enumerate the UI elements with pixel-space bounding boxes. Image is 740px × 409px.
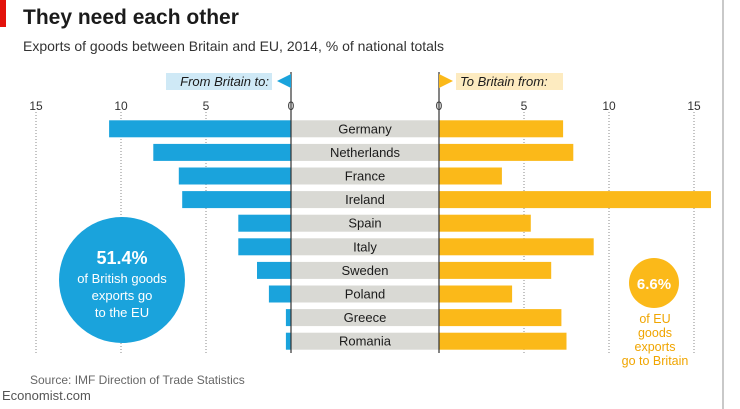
bar-to-britain (439, 167, 502, 185)
country-label-band (291, 120, 439, 138)
right-tick-label: 10 (602, 99, 616, 113)
country-label: France (345, 169, 385, 184)
right-annotation-text: exports (635, 340, 676, 354)
country-label: Italy (353, 239, 377, 254)
bar-to-britain (439, 120, 564, 138)
bar-from-britain (178, 167, 291, 185)
country-label: Romania (339, 334, 392, 349)
source-note: Source: IMF Direction of Trade Statistic… (30, 373, 245, 387)
chart-frame: They need each other Exports of goods be… (0, 0, 724, 409)
right-annotation-value: 6.6% (637, 276, 671, 293)
right-flag-icon (439, 74, 453, 88)
right-series-label-bg (456, 73, 563, 90)
bar-to-britain (439, 261, 552, 279)
bar-from-britain (109, 120, 291, 138)
right-tick-label: 15 (687, 99, 701, 113)
red-accent-bar (0, 0, 6, 27)
country-label-band (291, 261, 439, 279)
country-label-band (291, 167, 439, 185)
bar-from-britain (285, 332, 291, 350)
country-label-band (291, 285, 439, 303)
bar-to-britain (439, 191, 711, 209)
country-label-band (291, 191, 439, 209)
left-tick-label: 5 (203, 99, 210, 113)
left-annotation-text: of British goods (77, 271, 167, 286)
left-annotation-circle (59, 217, 185, 343)
left-flag-icon (277, 74, 291, 88)
right-annotation-circle (629, 258, 679, 308)
bar-from-britain (153, 143, 291, 161)
right-annotation-text: goods (638, 326, 672, 340)
right-series-label: To Britain from: (460, 74, 548, 89)
chart-title: They need each other (23, 6, 239, 29)
country-label-band (291, 214, 439, 232)
bar-from-britain (285, 309, 291, 327)
country-label: Germany (338, 121, 392, 136)
bar-to-britain (439, 214, 531, 232)
country-label: Sweden (342, 263, 389, 278)
country-label-band (291, 309, 439, 327)
chart-svg: 151050051015From Britain to:To Britain f… (29, 72, 711, 368)
bar-from-britain (238, 238, 291, 256)
left-annotation-value: 51.4% (96, 248, 147, 268)
left-tick-label: 15 (29, 99, 43, 113)
left-series-label-bg (166, 73, 272, 90)
bar-to-britain (439, 309, 562, 327)
bar-from-britain (257, 261, 291, 279)
country-label: Ireland (345, 192, 385, 207)
bar-to-britain (439, 332, 567, 350)
country-label: Spain (348, 216, 381, 231)
country-label-band (291, 332, 439, 350)
country-label-band (291, 143, 439, 161)
bar-from-britain (238, 214, 291, 232)
bar-from-britain (182, 191, 291, 209)
country-label: Poland (345, 287, 385, 302)
country-label-band (291, 238, 439, 256)
left-tick-label: 10 (114, 99, 128, 113)
country-label: Greece (344, 310, 387, 325)
bar-to-britain (439, 238, 594, 256)
right-annotation-text: go to Britain (622, 354, 689, 368)
right-tick-label: 5 (521, 99, 528, 113)
right-annotation-text: of EU (639, 312, 670, 326)
bar-to-britain (439, 285, 513, 303)
bar-from-britain (268, 285, 291, 303)
left-annotation-text: exports go (92, 288, 153, 303)
country-label: Netherlands (330, 145, 401, 160)
bar-to-britain (439, 143, 574, 161)
left-series-label: From Britain to: (180, 74, 269, 89)
left-annotation-text: to the EU (95, 305, 149, 320)
chart-subtitle: Exports of goods between Britain and EU,… (23, 38, 445, 54)
brand-mark: Economist.com (2, 388, 91, 403)
